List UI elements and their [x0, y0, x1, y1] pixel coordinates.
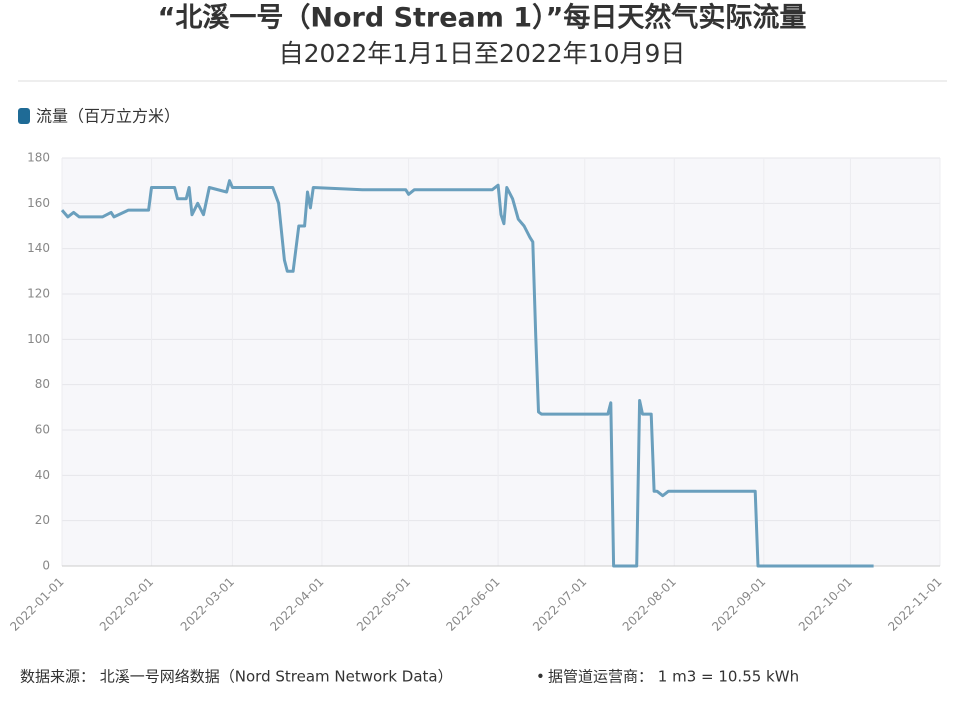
x-tick-label: 2022-04-01: [267, 575, 326, 634]
note: 据管道运营商： 1 m3 = 10.55 kWh: [548, 668, 799, 686]
x-tick-label: 2022-08-01: [620, 575, 679, 634]
source: 数据来源： 北溪一号网络数据（Nord Stream Network Data）: [20, 668, 453, 686]
x-tick-label: 2022-10-01: [796, 575, 855, 634]
y-tick-label: 120: [27, 287, 50, 301]
legend-swatch: [18, 108, 30, 124]
y-tick-label: 180: [27, 151, 50, 165]
y-tick-label: 140: [27, 241, 50, 255]
y-tick-label: 20: [35, 513, 50, 527]
data-line: [60, 179, 874, 568]
x-tick-label: 2022-03-01: [178, 575, 237, 634]
x-tick-label: 2022-07-01: [530, 575, 589, 634]
chart-title: “北溪一号（Nord Stream 1）”每日天然气实际流量: [158, 2, 807, 34]
y-tick-label: 100: [27, 332, 50, 346]
y-tick-label: 160: [27, 196, 50, 210]
legend-label: 流量（百万立方米）: [36, 107, 180, 126]
x-tick-label: 2022-05-01: [354, 575, 413, 634]
chart-subtitle: 自2022年1月1日至2022年10月9日: [279, 39, 686, 68]
x-tick-label: 2022-11-01: [885, 575, 944, 634]
y-tick-label: 80: [35, 377, 50, 391]
x-tick-label: 2022-01-01: [7, 575, 66, 634]
y-tick-label: 40: [35, 468, 50, 482]
bullet: •: [536, 668, 545, 686]
y-tick-label: 0: [42, 559, 50, 573]
x-tick-label: 2022-06-01: [443, 575, 502, 634]
x-tick-label: 2022-02-01: [97, 575, 156, 634]
plot-area: [62, 158, 940, 566]
x-tick-label: 2022-09-01: [709, 575, 768, 634]
y-tick-label: 60: [35, 423, 50, 437]
